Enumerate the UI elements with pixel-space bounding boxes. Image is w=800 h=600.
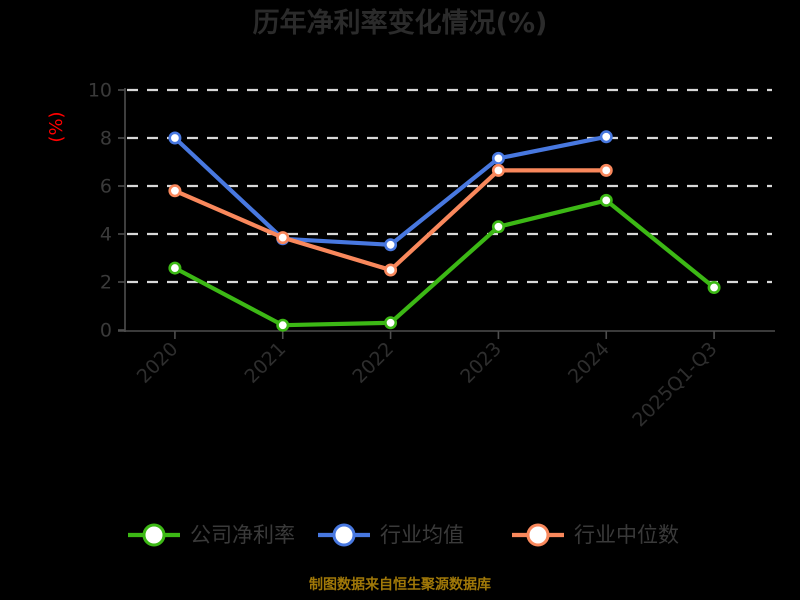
data-point-marker[interactable] — [384, 238, 398, 252]
legend-label: 行业均值 — [380, 523, 464, 547]
data-point-marker[interactable] — [491, 163, 505, 177]
y-tick-label: 8 — [100, 128, 112, 150]
y-axis-ticks — [118, 89, 125, 331]
data-point-marker[interactable] — [276, 318, 290, 332]
x-tick-label: 2021 — [241, 338, 291, 388]
y-tick-label: 0 — [100, 320, 112, 342]
x-tick-label: 2024 — [564, 338, 614, 388]
data-point-marker[interactable] — [384, 316, 398, 330]
y-axis-label: (%) — [46, 111, 67, 142]
data-point-marker[interactable] — [384, 263, 398, 277]
legend-marker — [142, 523, 166, 547]
y-tick-label: 6 — [100, 176, 112, 198]
data-point-marker[interactable] — [491, 220, 505, 234]
gridlines — [127, 88, 772, 284]
data-point-marker[interactable] — [599, 130, 613, 144]
y-tick-label: 2 — [100, 272, 112, 294]
series-line — [172, 134, 609, 247]
x-tick-label: 2023 — [456, 338, 506, 388]
legend-marker — [332, 523, 356, 547]
legend-item[interactable]: 行业均值 — [318, 523, 464, 547]
data-point-marker[interactable] — [276, 231, 290, 245]
x-tick-label: 2022 — [348, 338, 398, 388]
data-point-marker[interactable] — [168, 261, 182, 275]
x-axis-ticks — [174, 331, 715, 339]
legend-marker — [526, 523, 550, 547]
data-point-marker[interactable] — [168, 131, 182, 145]
data-point-marker[interactable] — [707, 281, 721, 295]
series-layer — [168, 130, 721, 332]
y-tick-label: 10 — [88, 80, 112, 102]
y-axis-tick-labels: 0 2 4 6 8 10 — [88, 80, 112, 342]
chart-legend[interactable]: 公司净利率 行业均值 行业中位数 — [128, 523, 679, 547]
legend-item[interactable]: 公司净利率 — [128, 523, 295, 547]
legend-label: 公司净利率 — [190, 523, 295, 547]
source-note: 制图数据来自恒生聚源数据库 — [309, 577, 491, 593]
chart-title: 历年净利率变化情况(%) — [252, 8, 548, 39]
legend-item[interactable]: 行业中位数 — [512, 523, 679, 547]
legend-label: 行业中位数 — [574, 523, 679, 547]
series-line — [172, 198, 717, 328]
data-point-marker[interactable] — [599, 193, 613, 207]
data-point-marker[interactable] — [491, 151, 505, 165]
x-axis-tick-labels: 2020 2021 2022 2023 2024 2025Q1-Q3 — [133, 338, 722, 431]
y-tick-label: 4 — [100, 224, 112, 246]
data-point-marker[interactable] — [168, 184, 182, 198]
x-tick-label: 2020 — [133, 338, 183, 388]
x-tick-label: 2025Q1-Q3 — [628, 338, 721, 431]
data-point-marker[interactable] — [599, 163, 613, 177]
